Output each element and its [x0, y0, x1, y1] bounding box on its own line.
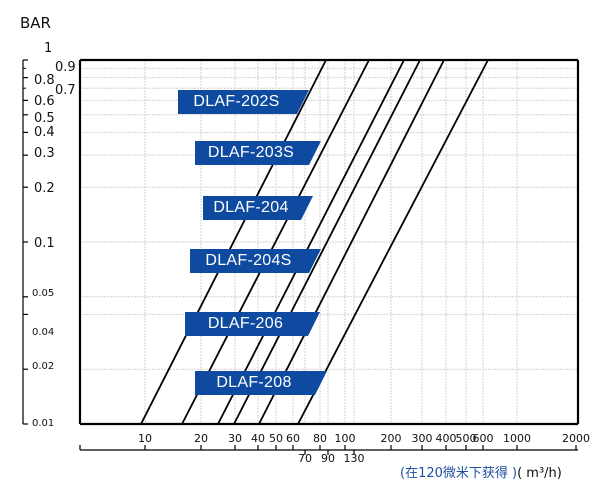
series-line [181, 59, 370, 425]
y-tick-label: 0.01 [32, 418, 55, 429]
x-tick-label: 300 [411, 432, 433, 445]
grid [80, 60, 578, 424]
x-tick-label: 200 [380, 432, 402, 445]
x-tick-label-lower: 70 [298, 452, 312, 465]
x-tick-label-lower: 130 [343, 452, 365, 465]
x-tick-label: 50 [269, 432, 283, 445]
y-tick-label-inner: 0.7 [55, 83, 76, 98]
series-label-badge: DLAF-203S [195, 141, 321, 165]
y-tick-label: 0.5 [34, 111, 55, 126]
x-tick-label-lower: 90 [321, 452, 335, 465]
series-line [258, 59, 445, 425]
y-tick-label-inner: 0.9 [55, 60, 76, 75]
y-tick-label: 0.02 [32, 361, 55, 372]
x-scale-ticks [79, 445, 577, 455]
y-tick-label: 0.1 [34, 236, 55, 251]
x-tick-label: 400 [435, 432, 457, 445]
unit-condition: (在120微米下获得 ) [400, 466, 518, 481]
outer-y-ticks [23, 59, 28, 425]
series-label-badge: DLAF-204S [190, 249, 321, 273]
series-label-text: DLAF-208 [216, 374, 292, 391]
y-tick-label: 0.6 [34, 94, 55, 109]
series-lines [140, 59, 489, 425]
series-line [217, 59, 405, 425]
series-label-text: DLAF-203S [207, 144, 295, 161]
series-label-text: DLAF-204 [213, 199, 289, 216]
y-tick-label: 0.05 [32, 288, 55, 299]
x-tick-label: 500 [455, 432, 477, 445]
x-tick-label: 30 [228, 432, 242, 445]
series-label-badge: DLAF-206 [185, 312, 320, 336]
y-tick-label: 1 [44, 41, 53, 56]
x-tick-label: 10 [138, 432, 152, 445]
x-tick-label: 40 [251, 432, 265, 445]
series-label-badge: DLAF-204 [203, 196, 313, 220]
y-tick-label: 0.4 [34, 125, 55, 140]
x-tick-label: 2000 [562, 432, 590, 445]
x-tick-label: 80 [313, 432, 327, 445]
x-tick-label: 60 [286, 432, 300, 445]
x-axis-unit: (在120微米下获得 )( m³/h) [400, 462, 562, 481]
series-label-text: DLAF-206 [207, 315, 284, 332]
x-tick-label: 1000 [503, 432, 531, 445]
unit-si: ( m³/h) [517, 466, 562, 481]
y-tick-label: 0.2 [34, 181, 55, 196]
y-axis-title: BAR [20, 14, 51, 32]
x-tick-label: 600 [472, 432, 494, 445]
series-line [140, 59, 327, 425]
series-line [297, 59, 489, 425]
series-label-text: DLAF-202S [193, 93, 280, 110]
y-tick-label: 0.3 [34, 146, 55, 161]
series-label-badge: DLAF-202S [178, 90, 309, 114]
x-tick-label: 20 [194, 432, 208, 445]
series-label-text: DLAF-204S [205, 252, 292, 269]
y-tick-label: 0.8 [34, 73, 55, 88]
series-line [233, 59, 421, 425]
y-tick-label: 0.04 [32, 327, 55, 338]
series-label-badge: DLAF-208 [195, 371, 327, 395]
x-tick-label: 100 [334, 432, 356, 445]
